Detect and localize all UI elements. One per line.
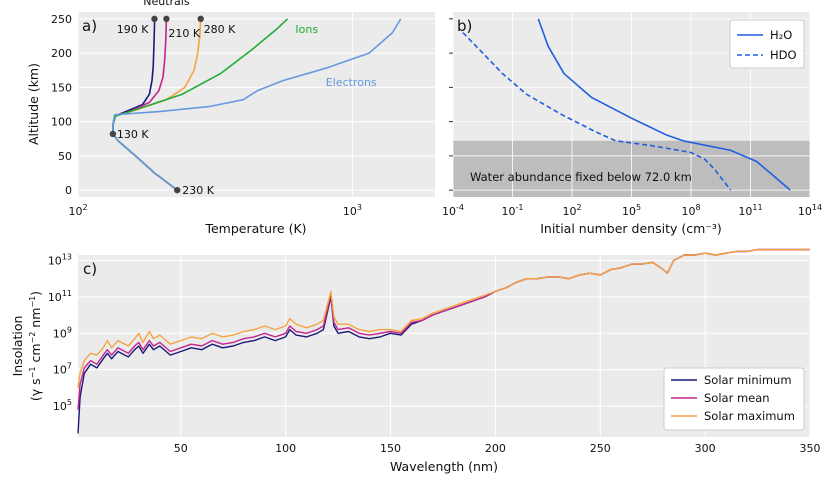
panel-c-ytick: 107 bbox=[53, 362, 72, 377]
panel-a-annotation: Electrons bbox=[326, 76, 377, 89]
panel-a-annotation: Ions bbox=[295, 23, 318, 36]
panel-b-legend-box bbox=[729, 19, 805, 69]
panel-c-xlabel: Wavelength (nm) bbox=[390, 459, 498, 474]
panel-b-xtick: 108 bbox=[681, 203, 700, 218]
panel-a-ytick: 200 bbox=[51, 47, 72, 60]
panel-c-xtick: 250 bbox=[590, 442, 611, 455]
panel-c-legend: Solar minimum Solar mean Solar maximum bbox=[663, 367, 805, 431]
panel-b-legend: H₂O HDO bbox=[729, 19, 805, 69]
panel-a-marker bbox=[151, 15, 158, 23]
panel-b: 10-4 10-1 102 105 108 1011 1014 b) Water abund… bbox=[442, 12, 822, 236]
panel-c-xtick: 150 bbox=[380, 442, 401, 455]
panel-c-ylabel-line2: (γ s−1 cm−2 nm−1) bbox=[28, 291, 43, 401]
panel-c-xtick: 200 bbox=[485, 442, 506, 455]
panel-a-marker bbox=[163, 15, 170, 23]
panel-c-ytick: 1013 bbox=[48, 252, 72, 267]
legend-solar-mean-label: Solar mean bbox=[704, 391, 770, 405]
panel-b-xtick: 102 bbox=[562, 203, 581, 218]
panel-a-annotation: 280 K bbox=[204, 23, 236, 36]
panel-a-annotation: 230 K bbox=[182, 184, 214, 197]
legend-solar-min-label: Solar minimum bbox=[704, 373, 792, 387]
panel-c-series bbox=[77, 248, 810, 434]
panel-b-line bbox=[462, 32, 732, 191]
panel-a-marker bbox=[174, 186, 181, 194]
panel-a-ylabel: Altitude (km) bbox=[26, 63, 41, 145]
panel-a-ytick: 0 bbox=[65, 184, 72, 197]
panel-a-ytick: 250 bbox=[51, 13, 72, 26]
panel-c-xtick: 100 bbox=[275, 442, 296, 455]
panel-b-label: b) bbox=[457, 17, 472, 35]
panel-a-series bbox=[112, 18, 402, 191]
legend-solar-max-label: Solar maximum bbox=[704, 409, 795, 423]
panel-b-series bbox=[462, 18, 791, 191]
panel-a-ytick: 100 bbox=[51, 116, 72, 129]
panel-b-xtick: 1014 bbox=[798, 203, 822, 218]
panel-c-xtick: 350 bbox=[800, 442, 821, 455]
panel-a-xtick: 102 bbox=[68, 203, 87, 218]
panel-a-annotation: 210 K bbox=[168, 27, 200, 40]
panel-b-xtick: 10-4 bbox=[442, 203, 464, 218]
panel-a-ytick: 50 bbox=[58, 150, 72, 163]
panel-a-marker bbox=[109, 130, 117, 138]
panel-a-annotations: Neutrals 190 K 210 K 280 K 130 K 230 K Ions Ele… bbox=[109, 0, 377, 197]
legend-h2o-label: H₂O bbox=[770, 28, 792, 42]
panel-c-ytick: 1011 bbox=[48, 289, 72, 304]
panel-a-annotation: 190 K bbox=[117, 23, 149, 36]
panel-a-ytick: 150 bbox=[51, 81, 72, 94]
panel-c-xtick: 50 bbox=[174, 442, 188, 455]
panel-a-marker bbox=[197, 15, 204, 23]
panel-c-label: c) bbox=[83, 260, 97, 278]
panel-c-ytick: 105 bbox=[53, 398, 72, 413]
panel-c: 50 100 150 200 250 300 350 105 107 109 1011 1013 c)… bbox=[10, 248, 821, 474]
panel-a: 0 50 100 150 200 250 102 103 Neutrals 190 K 210 K… bbox=[26, 0, 435, 236]
panel-a-xlabel: Temperature (K) bbox=[204, 221, 306, 236]
panel-b-xtick: 105 bbox=[622, 203, 641, 218]
panel-a-annotation: Neutrals bbox=[143, 0, 190, 8]
panel-a-grid bbox=[77, 12, 435, 197]
panel-a-background bbox=[78, 12, 435, 197]
panel-c-ytick: 109 bbox=[53, 325, 72, 340]
panel-b-shade-label: Water abundance fixed below 72.0 km bbox=[470, 170, 692, 184]
panel-a-annotation: 130 K bbox=[117, 128, 149, 141]
panel-a-ticks: 0 50 100 150 200 250 102 103 bbox=[51, 13, 362, 218]
panel-b-xtick: 10-1 bbox=[502, 203, 524, 218]
panel-b-line bbox=[537, 18, 791, 191]
panel-c-ticks: 50 100 150 200 250 300 350 105 107 109 1011 1013 bbox=[48, 252, 821, 455]
panel-c-ylabel-line1: Insolation bbox=[10, 316, 25, 377]
panel-b-xtick: 1011 bbox=[738, 203, 762, 218]
panel-a-line bbox=[112, 18, 402, 191]
panel-a-xtick: 103 bbox=[343, 203, 362, 218]
panel-c-line bbox=[77, 248, 810, 388]
panel-c-xtick: 300 bbox=[695, 442, 716, 455]
panel-c-legend-box bbox=[663, 367, 805, 431]
panel-b-ticks: 10-4 10-1 102 105 108 1011 1014 bbox=[442, 18, 822, 218]
panel-a-label: a) bbox=[82, 17, 97, 35]
panel-b-grid bbox=[452, 12, 811, 197]
legend-hdo-label: HDO bbox=[770, 48, 797, 62]
panel-b-xlabel: Initial number density (cm⁻³) bbox=[540, 221, 722, 236]
